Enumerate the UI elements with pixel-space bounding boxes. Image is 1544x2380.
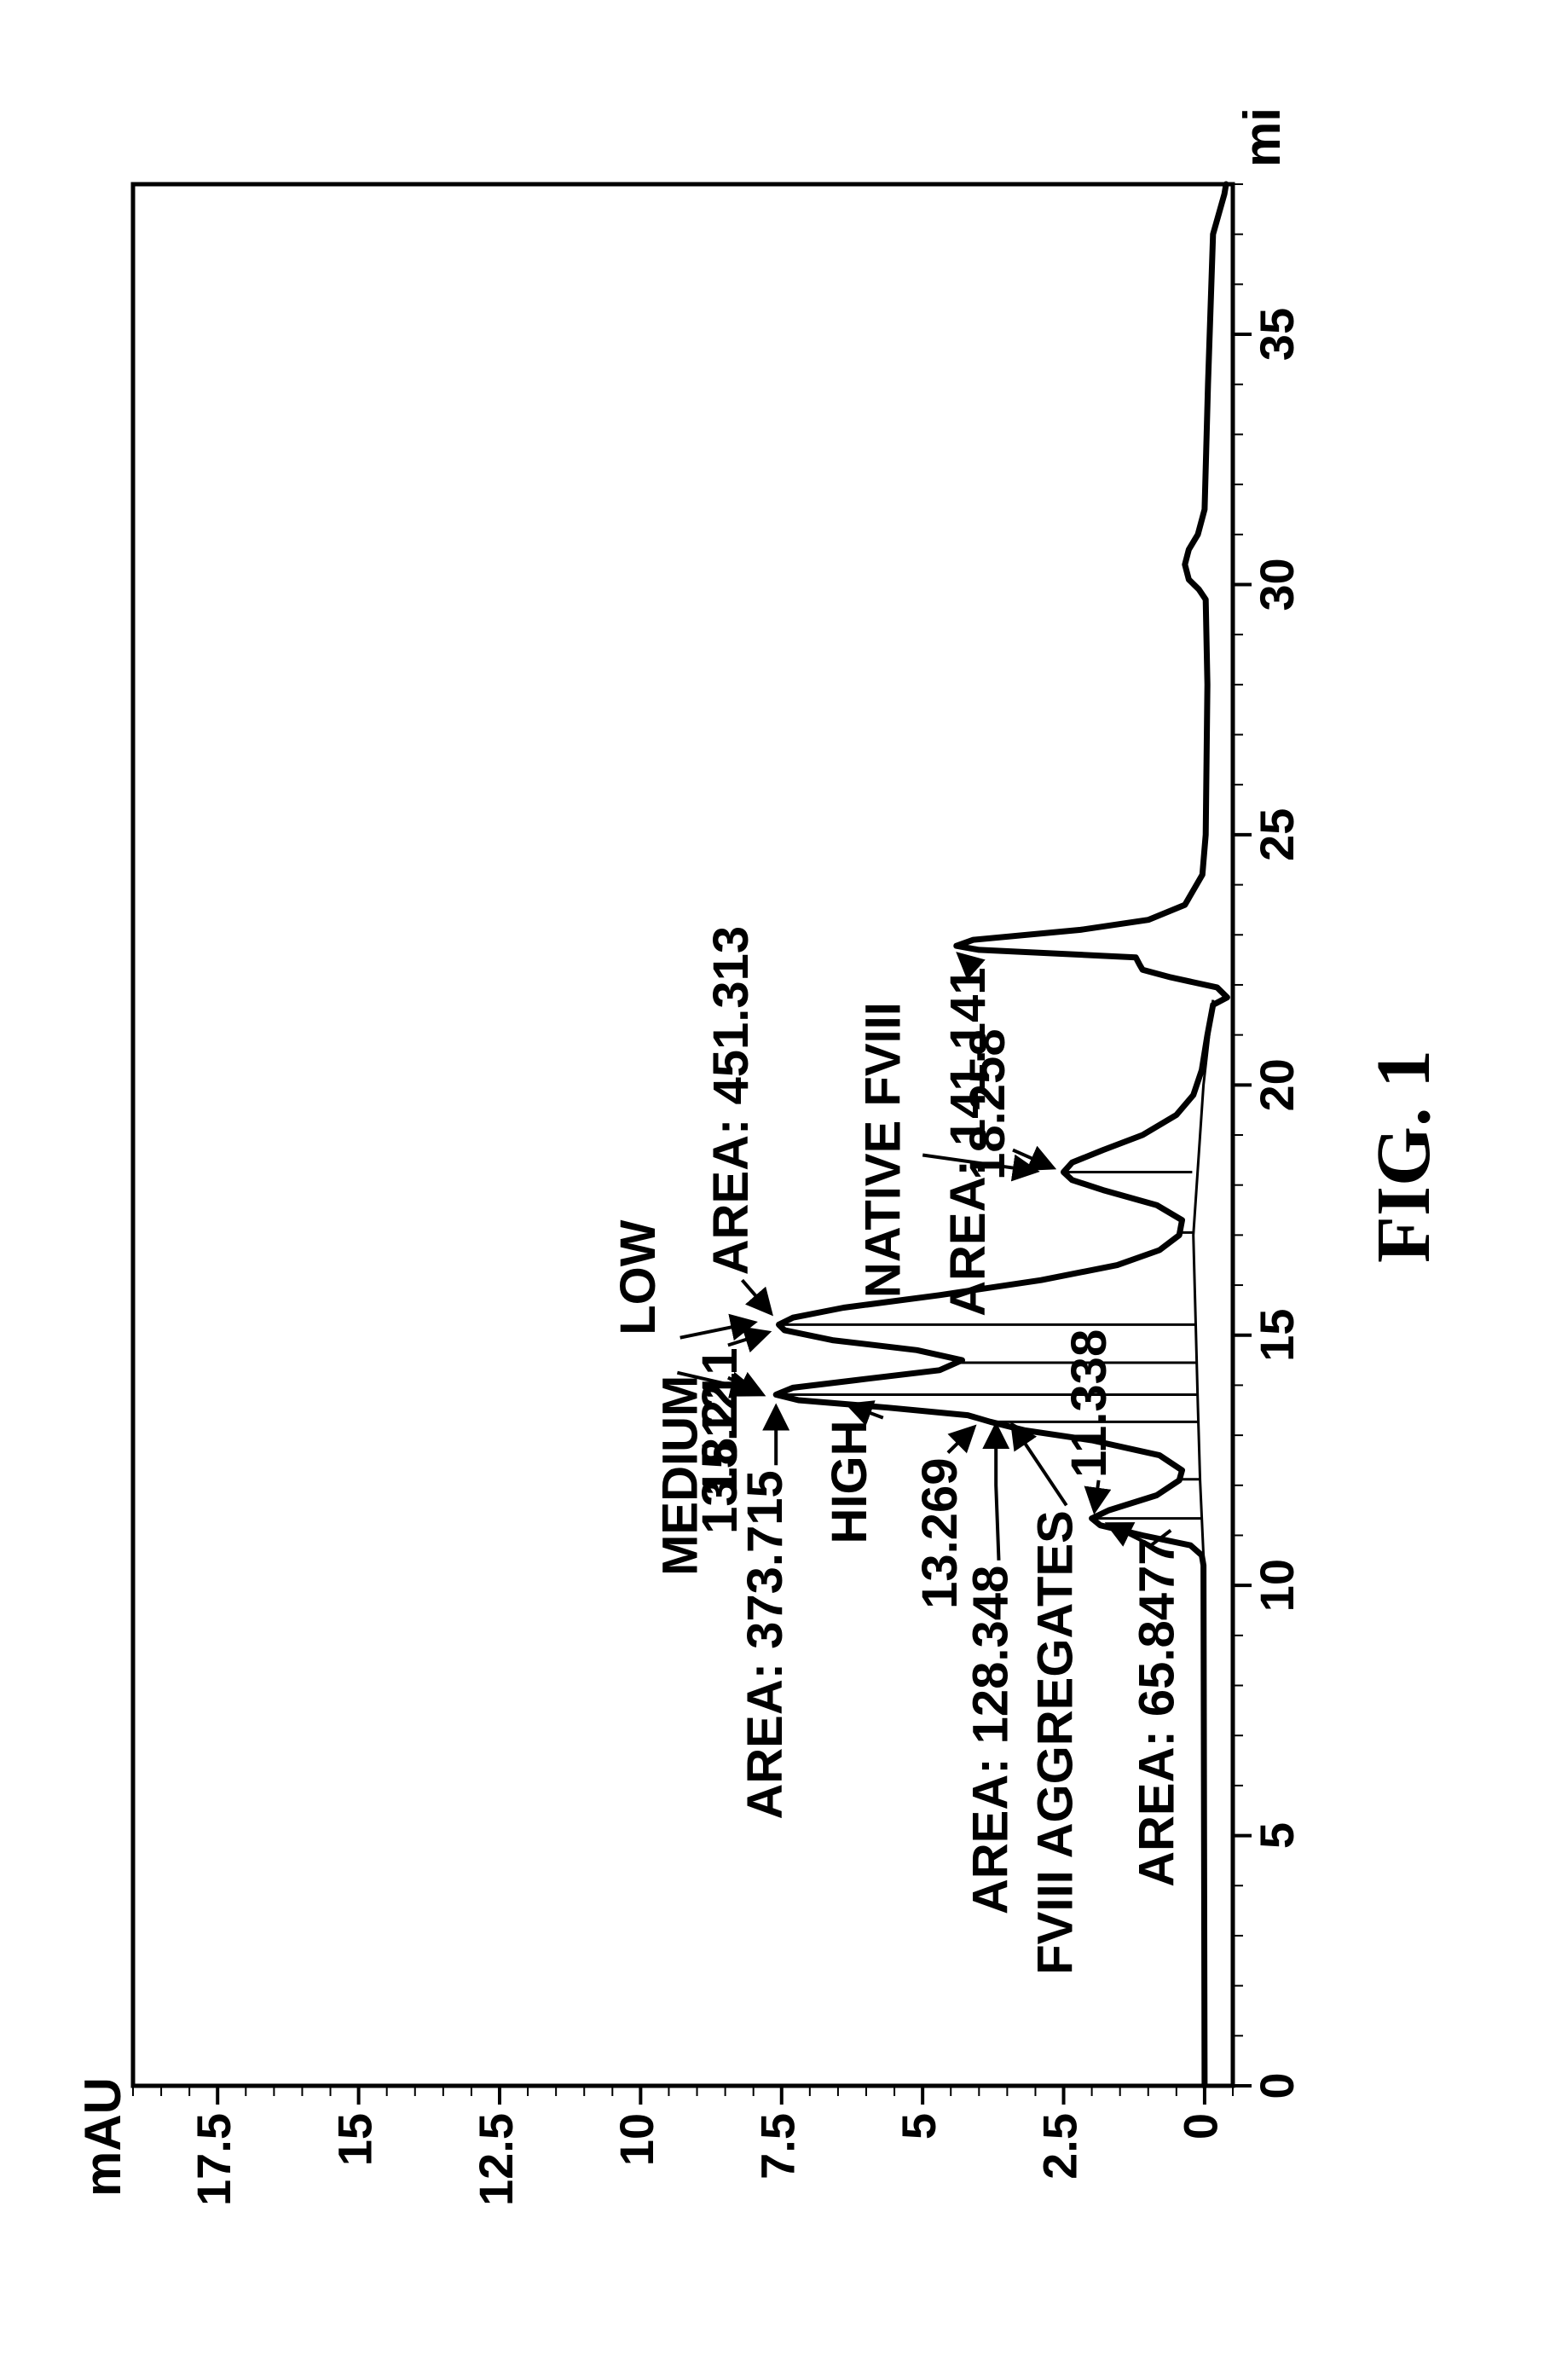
x-tick-label: 0 [1249, 2072, 1303, 2099]
x-tick-label: 35 [1249, 307, 1303, 360]
page: 0 2.5 5 7.5 10 12.5 15 17.5 mAU 0 5 10 15 20 25 30 35 mi L… [0, 0, 1544, 2380]
anno-area-141: AREA: 141.141 [940, 967, 995, 1316]
x-tick-label: 15 [1249, 1308, 1303, 1361]
y-tick-label: 7.5 [750, 2113, 804, 2180]
x-unit-label: mi [1234, 107, 1291, 166]
anno-area-65: AREA: 65.8477 [1129, 1537, 1184, 1886]
x-tick-label: 25 [1249, 808, 1303, 860]
x-tick-label: 5 [1249, 1822, 1303, 1849]
chart-container: 0 2.5 5 7.5 10 12.5 15 17.5 mAU 0 5 10 15 20 25 30 35 mi L… [56, 82, 1489, 2299]
y-tick-label: 0 [1173, 2113, 1227, 2140]
y-tick-label: 10 [610, 2113, 663, 2166]
anno-area-373: AREA: 373.715 [737, 1470, 792, 1819]
anno-area-128: AREA: 128.348 [963, 1565, 1018, 1914]
anno-native: NATIVE FVIII [855, 1002, 911, 1298]
y-tick-label: 17.5 [187, 2113, 240, 2206]
y-tick-label: 15 [327, 2113, 381, 2166]
anno-11-338: 11.338 [1061, 1329, 1117, 1477]
x-tick-label: 10 [1249, 1559, 1303, 1612]
y-unit-label: mAU [74, 2076, 131, 2196]
anno-high: HIGH [822, 1420, 877, 1543]
anno-low: LOW [610, 1219, 665, 1335]
anno-area-451: AREA: 451.313 [703, 925, 759, 1274]
anno-13-269: 13.269 [911, 1457, 967, 1608]
y-tick-label: 5 [891, 2113, 945, 2140]
figure-label: FIG. 1 [1362, 1049, 1446, 1262]
y-tick-label: 12.5 [468, 2113, 522, 2206]
x-tick-label: 20 [1249, 1058, 1303, 1111]
x-tick-label: 30 [1249, 558, 1303, 611]
chromatogram-chart: 0 2.5 5 7.5 10 12.5 15 17.5 mAU 0 5 10 15 20 25 30 35 mi L… [56, 82, 1489, 2299]
anno-aggregates: FVIII AGGREGATES [1027, 1510, 1083, 1975]
y-tick-label: 2.5 [1032, 2113, 1086, 2180]
